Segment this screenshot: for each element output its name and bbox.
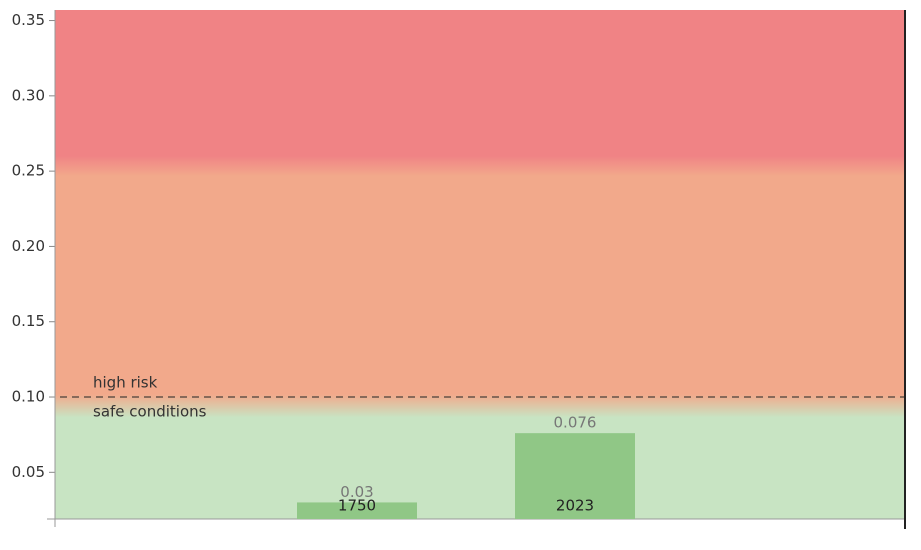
y-tick-label: 0.05 [12, 463, 45, 481]
category-label: 1750 [338, 497, 376, 515]
annotation: high risk [93, 374, 158, 392]
y-tick-label: 0.20 [12, 237, 45, 255]
y-tick-label: 0.10 [12, 388, 45, 406]
annotation: safe conditions [93, 403, 207, 421]
y-tick-label: 0.25 [12, 162, 45, 180]
y-tick-label: 0.35 [12, 11, 45, 29]
plot-background [55, 10, 905, 519]
bar [297, 502, 417, 519]
value-label: 0.076 [554, 414, 597, 432]
y-tick-label: 0.15 [12, 312, 45, 330]
bar [515, 433, 635, 519]
y-tick-label: 0.30 [12, 86, 45, 104]
category-label: 2023 [556, 497, 594, 515]
value-label: 0.03 [340, 483, 373, 501]
